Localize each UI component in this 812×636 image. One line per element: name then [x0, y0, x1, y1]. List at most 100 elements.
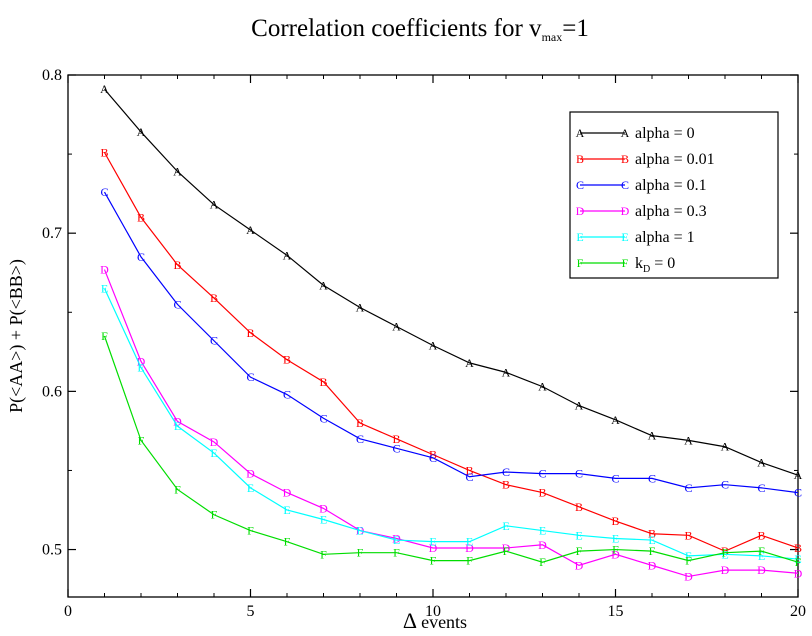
chart-title-suffix: =1 [562, 15, 589, 42]
data-point: C [356, 432, 364, 446]
series-line [104, 88, 799, 476]
data-point: C [429, 451, 437, 465]
data-point: F [795, 555, 802, 569]
chart-title: Correlation coefficients for vmax=1 [251, 15, 589, 44]
data-point: B [356, 416, 364, 430]
data-point: D [575, 558, 584, 572]
data-point: A [794, 468, 803, 482]
y-tick-label: 0.7 [42, 225, 62, 242]
data-point: B [392, 432, 400, 446]
legend-label-suffix: = 0 [650, 255, 675, 272]
data-point: E [356, 524, 363, 538]
data-point: A [283, 248, 292, 262]
data-point: A [210, 198, 219, 212]
data-point: D [611, 547, 620, 561]
data-point: A [465, 356, 474, 370]
data-point: F [758, 544, 765, 558]
data-point: F [649, 544, 656, 558]
legend-label: kD = 0 [635, 255, 675, 275]
legend-label: alpha = 0.01 [635, 151, 715, 168]
data-point: C [392, 441, 400, 455]
legend-marker: B [576, 152, 584, 166]
data-point: B [100, 146, 108, 160]
data-point: B [648, 527, 656, 541]
chart-title-main: Correlation coefficients for v [251, 15, 542, 42]
data-point: A [100, 82, 109, 96]
data-point: D [757, 563, 766, 577]
x-tick-label: 0 [64, 603, 72, 620]
data-point: E [721, 547, 728, 561]
data-point: E [466, 535, 473, 549]
data-point: C [611, 471, 619, 485]
data-point: B [319, 375, 327, 389]
data-point: A [356, 301, 365, 315]
data-point: C [794, 486, 802, 500]
data-point: B [538, 486, 546, 500]
legend-label-text: alpha = 0.3 [635, 203, 707, 220]
legend-label: alpha = 0.1 [635, 177, 707, 194]
data-point: C [283, 388, 291, 402]
series-F: F F F F F F F F F F F F F F F F F F F F [101, 329, 802, 569]
data-point: A [137, 125, 146, 139]
series-A: A A A A A A A A A A A A A A A A A A A A [100, 82, 803, 482]
data-point: C [246, 370, 254, 384]
data-point: E [393, 533, 400, 547]
data-point: B [794, 541, 802, 555]
data-point: F [211, 508, 218, 522]
data-point: F [247, 524, 254, 538]
data-point: E [101, 282, 108, 296]
legend-marker: C [621, 178, 629, 192]
data-point: A [648, 429, 657, 443]
y-tick-label: 0.8 [42, 67, 62, 84]
data-point: F [393, 546, 400, 560]
data-point: F [722, 546, 729, 560]
x-tick-label: 15 [608, 603, 624, 620]
data-point: D [319, 501, 328, 515]
data-point: D [246, 467, 255, 481]
data-point: A [721, 440, 730, 454]
data-point: C [173, 297, 181, 311]
legend-label: alpha = 0.3 [635, 203, 707, 220]
data-point: F [357, 546, 364, 560]
data-point: E [137, 361, 144, 375]
data-point: A [173, 164, 182, 178]
legend-marker: A [576, 126, 585, 140]
series-B: B B B B B B B B B B B B B B B B B B B B [100, 146, 802, 559]
data-point: D [137, 354, 146, 368]
data-point: C [538, 467, 546, 481]
legend-box [569, 111, 779, 279]
data-point: F [320, 547, 327, 561]
legend-marker: F [577, 256, 584, 270]
data-point: E [174, 419, 181, 433]
data-point: B [684, 528, 692, 542]
data-point: D [684, 569, 693, 583]
series-D: D D D D D D D D D D D D D D D D D D D D [100, 263, 803, 584]
data-point: E [210, 446, 217, 460]
data-point: B [465, 463, 473, 477]
legend-marker: E [576, 230, 583, 244]
data-point: F [576, 544, 583, 558]
data-point: D [100, 263, 109, 277]
data-point: D [648, 558, 657, 572]
x-tick-label: 5 [247, 603, 255, 620]
legend-marker: D [576, 204, 585, 218]
data-point: A [246, 223, 255, 237]
data-point: C [137, 250, 145, 264]
data-point: D [173, 414, 182, 428]
data-point: C [721, 478, 729, 492]
legend-label: alpha = 0 [635, 125, 695, 142]
data-point: F [685, 554, 692, 568]
data-point: E [612, 531, 619, 545]
data-point: D [794, 566, 803, 580]
data-point: E [283, 503, 290, 517]
data-point: B [721, 544, 729, 558]
data-point: C [319, 411, 327, 425]
series-line [103, 191, 799, 494]
data-point: D [392, 531, 401, 545]
data-point: B [137, 210, 145, 224]
data-point: C [502, 465, 510, 479]
data-point: F [430, 554, 437, 568]
